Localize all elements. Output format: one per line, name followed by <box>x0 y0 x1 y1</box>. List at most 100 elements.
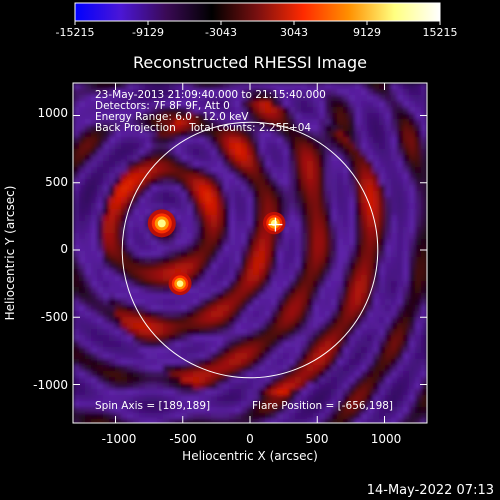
map-pixel <box>307 137 314 144</box>
map-pixel <box>319 413 326 420</box>
map-pixel <box>133 341 140 348</box>
map-pixel <box>121 95 128 102</box>
map-pixel <box>223 335 230 342</box>
map-pixel <box>397 251 404 258</box>
map-pixel <box>265 89 272 96</box>
map-pixel <box>175 113 182 120</box>
colorbar-frame <box>74 2 441 22</box>
map-pixel <box>355 233 362 240</box>
map-pixel <box>235 221 242 228</box>
map-pixel <box>319 95 326 102</box>
map-pixel <box>331 149 338 156</box>
map-pixel <box>361 107 368 114</box>
map-pixel <box>97 305 104 312</box>
map-pixel <box>403 203 410 210</box>
map-pixel <box>199 395 206 402</box>
map-pixel <box>145 281 152 288</box>
map-pixel <box>409 413 416 420</box>
map-pixel <box>235 413 242 420</box>
map-pixel <box>169 179 176 186</box>
map-pixel <box>127 113 134 120</box>
map-pixel <box>367 125 374 132</box>
map-pixel <box>199 419 206 423</box>
map-pixel <box>295 305 302 312</box>
map-pixel <box>145 203 152 210</box>
map-pixel <box>349 185 356 192</box>
map-pixel <box>115 173 122 180</box>
map-pixel <box>229 107 236 114</box>
map-pixel <box>193 263 200 270</box>
map-pixel <box>259 287 266 294</box>
map-pixel <box>169 347 176 354</box>
map-pixel <box>97 329 104 336</box>
map-pixel <box>391 251 398 258</box>
map-pixel <box>301 173 308 180</box>
map-pixel <box>199 263 206 270</box>
map-pixel <box>319 329 326 336</box>
map-pixel <box>337 263 344 270</box>
map-pixel <box>259 413 266 420</box>
map-pixel <box>367 323 374 330</box>
map-pixel <box>157 317 164 324</box>
map-pixel <box>175 377 182 384</box>
map-pixel <box>355 191 362 198</box>
map-pixel <box>313 155 320 162</box>
map-pixel <box>253 281 260 288</box>
map-pixel <box>229 161 236 168</box>
map-pixel <box>331 113 338 120</box>
map-pixel <box>259 407 266 414</box>
map-pixel <box>397 323 404 330</box>
map-pixel <box>265 359 272 366</box>
map-pixel <box>337 215 344 222</box>
map-pixel <box>337 101 344 108</box>
map-pixel <box>109 287 116 294</box>
map-pixel <box>295 143 302 150</box>
map-pixel <box>319 275 326 282</box>
map-pixel <box>79 137 86 144</box>
map-pixel <box>331 341 338 348</box>
map-pixel <box>157 347 164 354</box>
map-pixel <box>313 95 320 102</box>
map-pixel <box>199 275 206 282</box>
map-pixel <box>355 281 362 288</box>
map-pixel <box>139 335 146 342</box>
map-pixel <box>181 335 188 342</box>
map-pixel <box>307 317 314 324</box>
map-pixel <box>403 161 410 168</box>
map-pixel <box>127 125 134 132</box>
map-pixel <box>307 275 314 282</box>
map-pixel <box>343 257 350 264</box>
map-pixel <box>241 113 248 120</box>
map-pixel <box>235 377 242 384</box>
map-pixel <box>259 83 266 90</box>
map-pixel <box>343 179 350 186</box>
map-pixel <box>193 323 200 330</box>
map-pixel <box>355 137 362 144</box>
map-pixel <box>367 167 374 174</box>
map-pixel <box>367 107 374 114</box>
map-pixel <box>91 161 98 168</box>
map-pixel <box>85 353 92 360</box>
map-pixel <box>193 395 200 402</box>
map-pixel <box>265 269 272 276</box>
map-pixel <box>277 317 284 324</box>
map-pixel <box>205 293 212 300</box>
map-pixel <box>253 257 260 264</box>
map-pixel <box>187 419 194 423</box>
map-pixel <box>79 113 86 120</box>
map-pixel <box>79 161 86 168</box>
map-pixel <box>295 89 302 96</box>
map-pixel <box>253 239 260 246</box>
map-pixel <box>319 419 326 423</box>
map-pixel <box>379 191 386 198</box>
map-pixel <box>91 371 98 378</box>
map-pixel <box>265 389 272 396</box>
map-pixel <box>103 275 110 282</box>
map-pixel <box>241 227 248 234</box>
map-pixel <box>277 119 284 126</box>
map-pixel <box>193 311 200 318</box>
map-pixel <box>379 311 386 318</box>
map-pixel <box>229 215 236 222</box>
map-pixel <box>193 155 200 162</box>
map-pixel <box>313 239 320 246</box>
